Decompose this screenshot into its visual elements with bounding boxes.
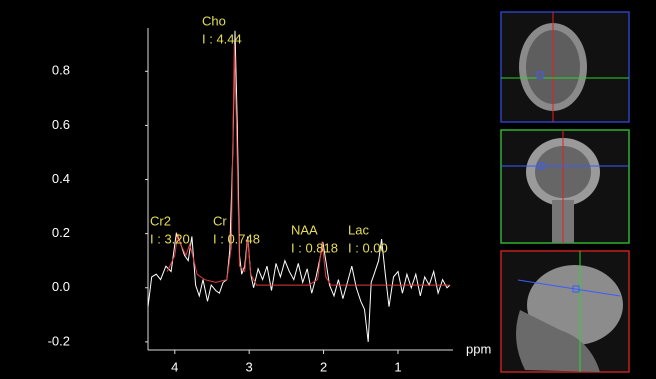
- peak-name: Cr2: [150, 213, 171, 228]
- x-tick-label: 3: [246, 359, 253, 374]
- x-axis-label: ppm: [466, 341, 491, 356]
- peak-name: Lac: [348, 222, 369, 237]
- peak-name: Cho: [202, 13, 226, 28]
- peak-integral: I : 0.748: [213, 231, 260, 246]
- peak-integral: I : 0.818: [291, 240, 338, 255]
- y-tick-label: 0.6: [52, 117, 70, 132]
- peak-integral: I : 4.44: [202, 31, 242, 46]
- y-tick-label: 0.0: [52, 279, 70, 294]
- peak-name: NAA: [291, 222, 318, 237]
- x-tick-label: 4: [171, 359, 178, 374]
- x-tick-label: 2: [320, 359, 327, 374]
- x-tick-label: 1: [394, 359, 401, 374]
- y-tick-label: -0.2: [48, 333, 70, 348]
- y-tick-label: 0.4: [52, 171, 70, 186]
- sagittal-view: [501, 251, 629, 372]
- y-tick-label: 0.2: [52, 225, 70, 240]
- peak-integral: I : 0.00: [348, 240, 388, 255]
- coronal-view: [501, 130, 629, 243]
- peak-integral: I : 3.20: [150, 231, 190, 246]
- spectroscopy-view: 0.8 0.6 0.4 0.2 0.0 -0.2 4 3 2 1 ppm Cho I : 4.44 Cr2…: [0, 0, 656, 379]
- peak-name: Cr: [213, 213, 227, 228]
- y-tick-label: 0.8: [52, 63, 70, 78]
- axial-view: [501, 12, 629, 122]
